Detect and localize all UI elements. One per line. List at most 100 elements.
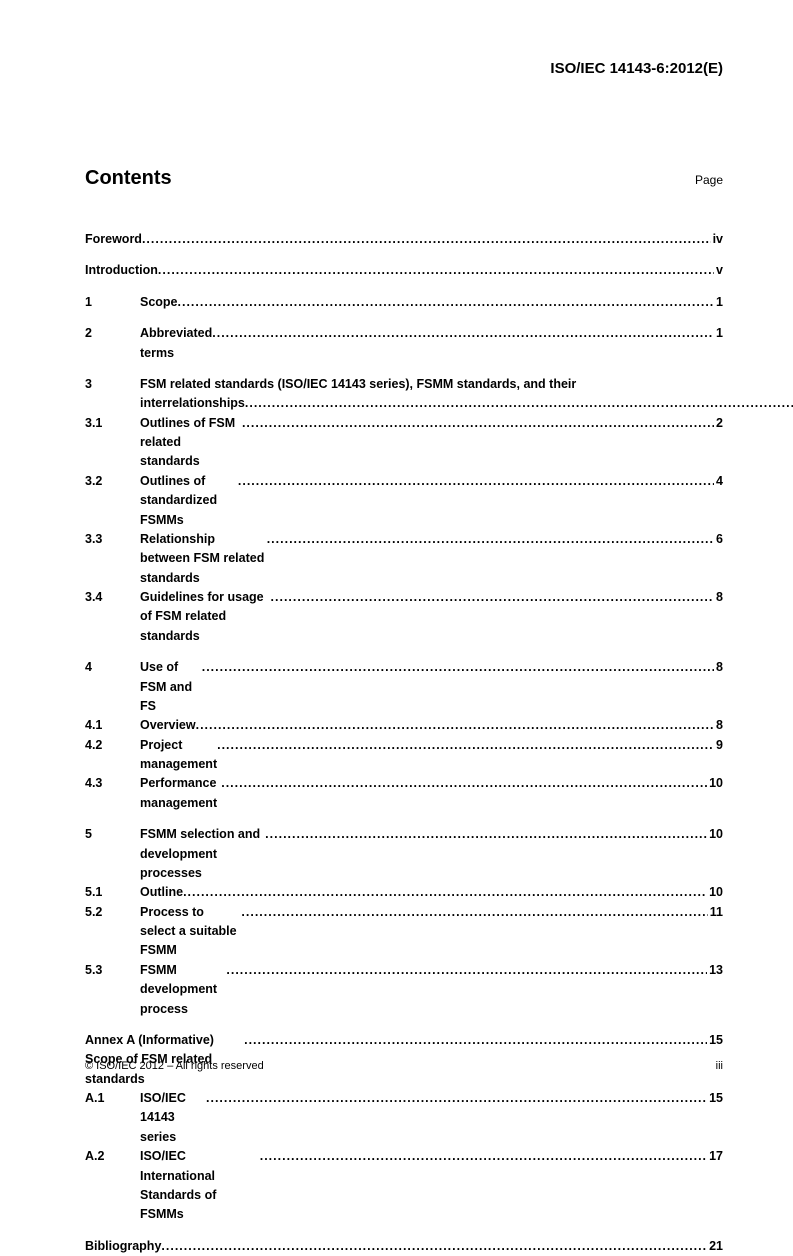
toc-entry: Bibliography21: [85, 1237, 723, 1256]
toc-entry-page: 1: [714, 293, 723, 312]
toc-leader: [226, 961, 707, 980]
toc-entry-page: v: [714, 261, 723, 280]
toc-leader: [202, 658, 714, 677]
toc-entry-page: 8: [714, 588, 723, 607]
toc-entry-number: 4.2: [85, 736, 140, 755]
toc-entry-page: 9: [714, 736, 723, 755]
toc-entry-title: FSM related standards (ISO/IEC 14143 ser…: [140, 375, 793, 394]
toc-entry-number: 3.1: [85, 414, 140, 433]
toc-entry-title: FSMM development process: [140, 961, 226, 1019]
toc-entry-page: 10: [707, 825, 723, 844]
toc-entry-number: 4.3: [85, 774, 140, 793]
toc-entry: 3.4Guidelines for usage of FSM related s…: [85, 588, 723, 646]
toc-group-gap: [85, 281, 723, 293]
toc-entry-number: 4.1: [85, 716, 140, 735]
toc-entry-page: 10: [707, 883, 723, 902]
toc-leader: [206, 1089, 707, 1108]
toc-entry: 4.3Performance management10: [85, 774, 723, 813]
toc-entry: 5.1Outline 10: [85, 883, 723, 902]
toc-entry-page: 15: [707, 1089, 723, 1108]
toc-entry: 4.1Overview 8: [85, 716, 723, 735]
toc-entry-title: Introduction: [85, 261, 158, 280]
toc-entry-page: 11: [708, 903, 723, 922]
toc-entry-title: interrelationships: [140, 394, 245, 413]
toc-entry-title: Process to select a suitable FSMM: [140, 903, 241, 961]
toc-entry-title: Outlines of FSM related standards: [140, 414, 242, 472]
toc-entry-title: Use of FSM and FS: [140, 658, 202, 716]
toc-leader: [245, 394, 793, 413]
toc-entry-number: 5.1: [85, 883, 140, 902]
document-id: ISO/IEC 14143-6:2012(E): [85, 60, 723, 77]
toc-leader: [212, 324, 714, 343]
toc-entry-number: 5.3: [85, 961, 140, 980]
footer-page-number: iii: [716, 1060, 723, 1072]
toc-leader: [161, 1237, 707, 1256]
toc-entry-page: 13: [707, 961, 723, 980]
toc-entry: A.2ISO/IEC International Standards of FS…: [85, 1147, 723, 1225]
toc-leader: [238, 472, 714, 491]
toc-entry: 4.2Project management9: [85, 736, 723, 775]
toc-entry-number: 3: [85, 375, 140, 394]
toc-entry-number: 3.2: [85, 472, 140, 491]
toc-entry-number: 5: [85, 825, 140, 844]
toc-group-gap: [85, 1225, 723, 1237]
toc-entry: 3.2Outlines of standardized FSMMs 4: [85, 472, 723, 530]
toc-entry-page: 8: [714, 716, 723, 735]
toc-group-gap: [85, 249, 723, 261]
toc-leader: [242, 414, 714, 433]
toc-entry-title: Foreword: [85, 230, 142, 249]
toc-entry-title: Bibliography: [85, 1237, 161, 1256]
toc-entry-title: Guidelines for usage of FSM related stan…: [140, 588, 271, 646]
toc-group-gap: [85, 363, 723, 375]
toc-entry-number: 4: [85, 658, 140, 677]
toc-leader: [142, 230, 711, 249]
toc-entry-page: 17: [707, 1147, 723, 1166]
toc-entry-page: 15: [707, 1031, 723, 1050]
toc-leader: [158, 261, 714, 280]
table-of-contents: ForewordivIntroductionv1Scope12Abbreviat…: [85, 230, 723, 1256]
toc-entry-title: Outlines of standardized FSMMs: [140, 472, 238, 530]
toc-entry-title: Overview: [140, 716, 196, 735]
toc-leader: [265, 825, 707, 844]
toc-leader: [196, 716, 714, 735]
toc-entry-page: 10: [707, 774, 723, 793]
toc-group-gap: [85, 646, 723, 658]
toc-entry-title: Outline: [140, 883, 183, 902]
toc-leader: [183, 883, 707, 902]
toc-group-gap: [85, 1019, 723, 1031]
toc-entry: 3FSM related standards (ISO/IEC 14143 se…: [85, 375, 723, 414]
toc-entry: 2Abbreviated terms 1: [85, 324, 723, 363]
toc-entry-number: 3.3: [85, 530, 140, 549]
toc-entry: Forewordiv: [85, 230, 723, 249]
toc-entry-title: FSMM selection and development processes: [140, 825, 265, 883]
toc-entry: A.1ISO/IEC 14143 series 15: [85, 1089, 723, 1147]
toc-leader: [271, 588, 715, 607]
toc-leader: [217, 736, 714, 755]
toc-entry-page: 1: [714, 324, 723, 343]
toc-entry: 5FSMM selection and development processe…: [85, 825, 723, 883]
toc-entry-page: 4: [714, 472, 723, 491]
page-footer: © ISO/IEC 2012 – All rights reserved iii: [85, 1060, 723, 1072]
toc-entry-title: Abbreviated terms: [140, 324, 212, 363]
toc-entry-page: 6: [714, 530, 723, 549]
toc-entry-title: Scope: [140, 293, 178, 312]
toc-entry-number: A.2: [85, 1147, 140, 1166]
toc-entry: 3.3Relationship between FSM related stan…: [85, 530, 723, 588]
contents-header: Contents Page: [85, 167, 723, 190]
toc-entry: 5.3FSMM development process 13: [85, 961, 723, 1019]
toc-entry-title: ISO/IEC International Standards of FSMMs: [140, 1147, 260, 1225]
toc-leader: [241, 903, 707, 922]
toc-leader: [244, 1031, 707, 1050]
toc-entry-number: 2: [85, 324, 140, 343]
toc-entry-number: A.1: [85, 1089, 140, 1108]
toc-entry: 3.1Outlines of FSM related standards2: [85, 414, 723, 472]
page-container: ISO/IEC 14143-6:2012(E) Contents Page Fo…: [0, 0, 793, 1122]
toc-entry: 5.2Process to select a suitable FSMM11: [85, 903, 723, 961]
footer-copyright: © ISO/IEC 2012 – All rights reserved: [85, 1060, 264, 1072]
toc-group-gap: [85, 813, 723, 825]
toc-group-gap: [85, 312, 723, 324]
toc-entry: 1Scope1: [85, 293, 723, 312]
toc-entry: 4Use of FSM and FS8: [85, 658, 723, 716]
toc-leader: [267, 530, 714, 549]
toc-entry-title: ISO/IEC 14143 series: [140, 1089, 206, 1147]
